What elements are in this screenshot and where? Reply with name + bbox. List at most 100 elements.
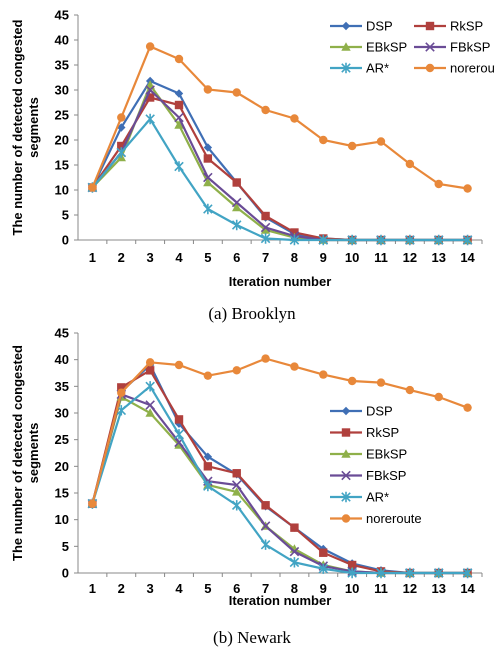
data-point [260, 233, 271, 244]
x-tick-label: 7 [262, 581, 269, 596]
legend-label: RkSP [366, 425, 399, 440]
data-point [203, 480, 213, 492]
legend-label: DSP [366, 19, 393, 34]
data-point [319, 135, 328, 145]
legend-marker [425, 42, 435, 52]
y-tick-label: 15 [55, 158, 69, 173]
legend-entry: DSP [330, 19, 393, 34]
y-tick-label: 10 [55, 512, 69, 527]
legend-entry: noreroute [414, 61, 495, 76]
legend-marker [425, 21, 435, 31]
x-axis-label: Iteration number [229, 274, 332, 289]
series-line [91, 96, 468, 242]
caption-brooklyn: (a) Brooklyn [208, 304, 296, 323]
data-point [290, 362, 299, 371]
legend-marker [341, 449, 351, 458]
y-tick-label: 40 [55, 352, 69, 367]
data-point [289, 546, 300, 557]
y-tick-label: 20 [55, 459, 69, 474]
x-tick-label: 9 [320, 250, 327, 265]
data-point [203, 452, 213, 461]
x-tick-label: 14 [460, 581, 475, 596]
data-point [347, 567, 357, 579]
data-point [405, 385, 415, 395]
data-point [376, 567, 386, 579]
data-point [174, 415, 184, 424]
data-point [145, 93, 155, 102]
legend-label: DSP [366, 404, 393, 419]
series-noreroute [88, 42, 472, 193]
data-point [376, 234, 386, 246]
data-point [174, 89, 184, 98]
y-tick-label: 20 [55, 133, 69, 148]
legend-entry: RkSP [414, 19, 483, 34]
data-point [174, 100, 184, 110]
x-tick-label: 4 [175, 581, 183, 596]
y-tick-label: 40 [55, 33, 69, 48]
x-tick-label: 6 [233, 581, 240, 596]
data-point [231, 480, 242, 490]
data-point [232, 469, 241, 478]
data-point [261, 501, 270, 510]
x-tick-label: 10 [345, 250, 359, 265]
legend-entry: DSP [330, 404, 393, 419]
y-tick-label: 5 [62, 208, 69, 223]
y-tick-label: 30 [55, 83, 69, 98]
y-tick-label: 0 [62, 566, 69, 581]
series-line [91, 363, 468, 575]
data-point [174, 54, 184, 64]
data-point [145, 400, 155, 410]
x-tick-label: 7 [262, 250, 269, 265]
y-tick-label: 15 [55, 486, 69, 501]
legend-label: noreroute [366, 511, 422, 526]
data-point [203, 154, 213, 163]
legend-entry: noreroute [330, 511, 422, 526]
legend-label: EBkSP [366, 40, 407, 55]
data-point [174, 161, 184, 172]
x-tick-label: 12 [403, 581, 417, 596]
legend-marker [425, 63, 435, 73]
series-dsp [88, 360, 472, 578]
y-tick-label: 5 [62, 539, 69, 554]
data-point [463, 403, 472, 412]
series-line [91, 368, 468, 575]
data-point [88, 499, 97, 508]
y-tick-label: 35 [55, 58, 69, 73]
x-tick-label: 1 [89, 581, 96, 596]
data-point [145, 358, 155, 367]
data-point [174, 429, 184, 440]
x-tick-label: 3 [147, 250, 154, 265]
data-point [434, 392, 443, 402]
legend-label: RkSP [450, 19, 483, 34]
series-ar [87, 381, 473, 579]
legend-entry: RkSP [330, 425, 399, 440]
y-tick-label: 35 [55, 379, 69, 394]
legend-marker [341, 514, 351, 523]
data-point [260, 539, 271, 550]
data-point [117, 383, 126, 392]
y-tick-label: 30 [55, 406, 69, 421]
data-point [347, 234, 357, 246]
data-point [232, 202, 242, 212]
legend-marker [341, 428, 351, 437]
series-line [91, 392, 468, 575]
data-point [289, 557, 300, 568]
x-tick-label: 11 [374, 250, 388, 265]
x-tick-label: 13 [431, 250, 445, 265]
data-point [203, 177, 213, 187]
series-line [91, 395, 468, 575]
data-point [433, 567, 444, 579]
y-tick-label: 0 [62, 233, 69, 248]
data-point [232, 178, 241, 187]
data-point [260, 225, 271, 234]
series-line [91, 45, 468, 190]
x-tick-label: 2 [118, 250, 125, 265]
x-tick-label: 2 [118, 581, 125, 596]
x-tick-label: 12 [403, 250, 417, 265]
caption-newark: (b) Newark [213, 628, 291, 647]
series-rksp [88, 93, 472, 245]
data-point [232, 88, 241, 97]
series-rksp [88, 366, 472, 578]
x-tick-label: 6 [233, 250, 240, 265]
